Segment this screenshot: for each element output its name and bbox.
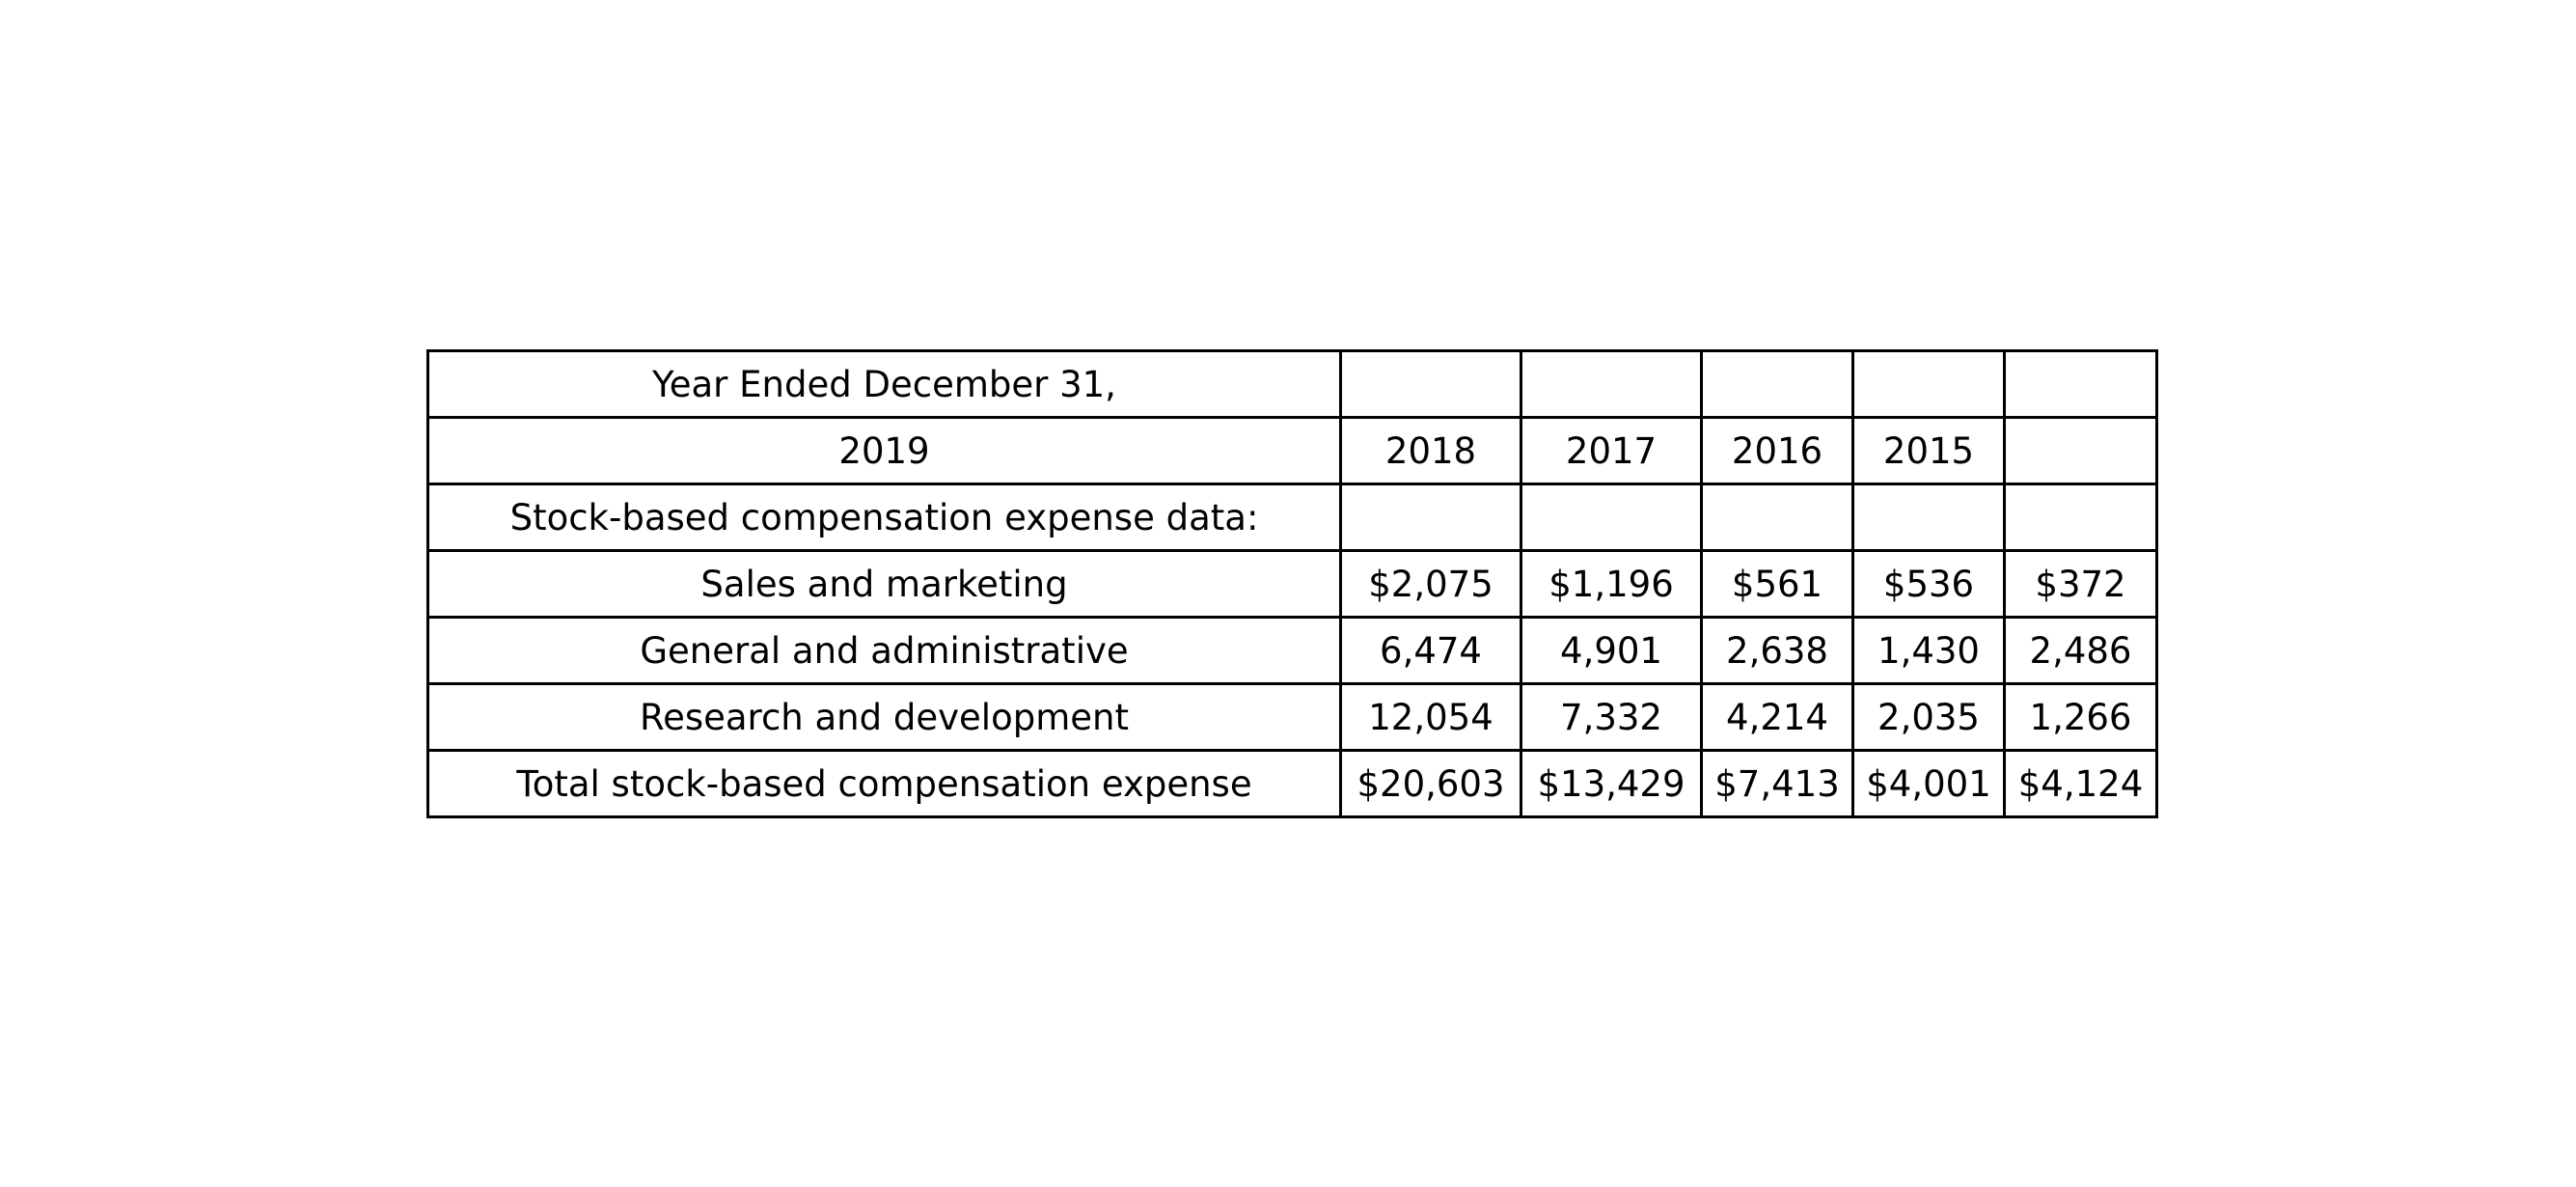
value-cell	[1520, 349, 1703, 419]
table-row: Total stock-based compensation expense $2…	[426, 749, 2158, 818]
value-cell: $536	[1851, 549, 2006, 619]
row-label-cell: Sales and marketing	[426, 549, 1342, 619]
table-row: Stock-based compensation expense data:	[426, 483, 2158, 552]
value-cell: $2,075	[1339, 549, 1522, 619]
value-cell: 1,266	[2003, 682, 2158, 752]
value-cell: $372	[2003, 549, 2158, 619]
table-row: 2019 2018 2017 2016 2015	[426, 416, 2158, 485]
value-cell: 6,474	[1339, 616, 1522, 685]
row-label-cell: Year Ended December 31,	[426, 349, 1342, 419]
value-cell: 4,901	[1520, 616, 1703, 685]
table-row: Year Ended December 31,	[426, 349, 2158, 419]
table-row: Research and development 12,054 7,332 4,214…	[426, 682, 2158, 752]
value-cell	[1339, 483, 1522, 552]
value-cell	[2003, 416, 2158, 485]
value-cell: $20,603	[1339, 749, 1522, 818]
value-cell: 2,035	[1851, 682, 2006, 752]
value-cell: $1,196	[1520, 549, 1703, 619]
value-cell: $4,001	[1851, 749, 2006, 818]
row-label-cell: General and administrative	[426, 616, 1342, 685]
table-row: General and administrative 6,474 4,901 2,63…	[426, 616, 2158, 685]
value-cell: 12,054	[1339, 682, 1522, 752]
value-cell	[2003, 349, 2158, 419]
value-cell	[1851, 349, 2006, 419]
row-label-cell: Stock-based compensation expense data:	[426, 483, 1342, 552]
value-cell: $7,413	[1700, 749, 1854, 818]
value-cell	[1520, 483, 1703, 552]
data-table: Year Ended December 31, 2019 2018 2017 2016 2…	[426, 349, 2158, 818]
value-cell: 2,486	[2003, 616, 2158, 685]
table-body: Year Ended December 31, 2019 2018 2017 2016 2…	[426, 349, 2158, 818]
value-cell	[2003, 483, 2158, 552]
value-cell: 2018	[1339, 416, 1522, 485]
value-cell: 2,638	[1700, 616, 1854, 685]
value-cell	[1851, 483, 2006, 552]
value-cell: $4,124	[2003, 749, 2158, 818]
row-label-cell: 2019	[426, 416, 1342, 485]
value-cell	[1700, 483, 1854, 552]
value-cell: 1,430	[1851, 616, 2006, 685]
value-cell: 2017	[1520, 416, 1703, 485]
value-cell: 4,214	[1700, 682, 1854, 752]
value-cell: 7,332	[1520, 682, 1703, 752]
value-cell: 2015	[1851, 416, 2006, 485]
value-cell	[1700, 349, 1854, 419]
value-cell: 2016	[1700, 416, 1854, 485]
table-row: Sales and marketing $2,075 $1,196 $561 $536 $…	[426, 549, 2158, 619]
value-cell: $561	[1700, 549, 1854, 619]
value-cell	[1339, 349, 1522, 419]
value-cell: $13,429	[1520, 749, 1703, 818]
row-label-cell: Research and development	[426, 682, 1342, 752]
row-label-cell: Total stock-based compensation expense	[426, 749, 1342, 818]
